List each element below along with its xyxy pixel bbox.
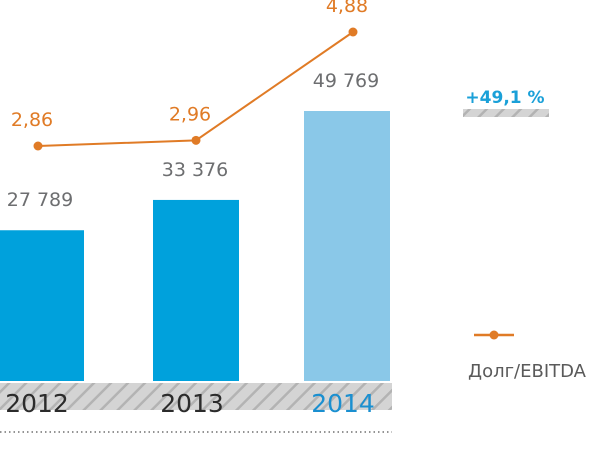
bar-value-label: 49 769 — [313, 70, 379, 92]
growth-annotation-underline — [463, 109, 549, 117]
growth-annotation: +49,1 % — [465, 88, 544, 108]
bar-2012 — [0, 230, 84, 381]
line-value-label: 4,88 — [326, 0, 368, 17]
legend-marker-icon — [489, 330, 499, 340]
bar-value-label: 27 789 — [7, 189, 73, 211]
line-point-2014 — [348, 27, 358, 37]
x-tick-label: 2012 — [5, 389, 69, 418]
line-value-label: 2,86 — [11, 109, 53, 131]
legend: Долг/EBITDA — [468, 330, 587, 382]
x-axis-labels: 2012 2013 2014 — [5, 389, 375, 418]
line-value-label: 2,96 — [169, 103, 211, 125]
bar-2013 — [153, 199, 239, 381]
x-axis-baseline — [0, 383, 392, 410]
bar-2014 — [304, 111, 390, 381]
bar-value-label: 33 376 — [162, 159, 228, 181]
bar-series — [0, 111, 390, 381]
line-point-2013 — [191, 135, 201, 145]
line-point-2012 — [33, 141, 43, 151]
legend-label: Долг/EBITDA — [468, 361, 587, 382]
x-tick-label: 2014 — [311, 389, 375, 418]
x-tick-label: 2013 — [160, 389, 224, 418]
line-value-labels: 2,86 2,96 4,88 — [11, 0, 368, 131]
debt-ebitda-line — [33, 27, 358, 151]
bar-value-labels: 27 789 33 376 49 769 — [7, 70, 379, 211]
